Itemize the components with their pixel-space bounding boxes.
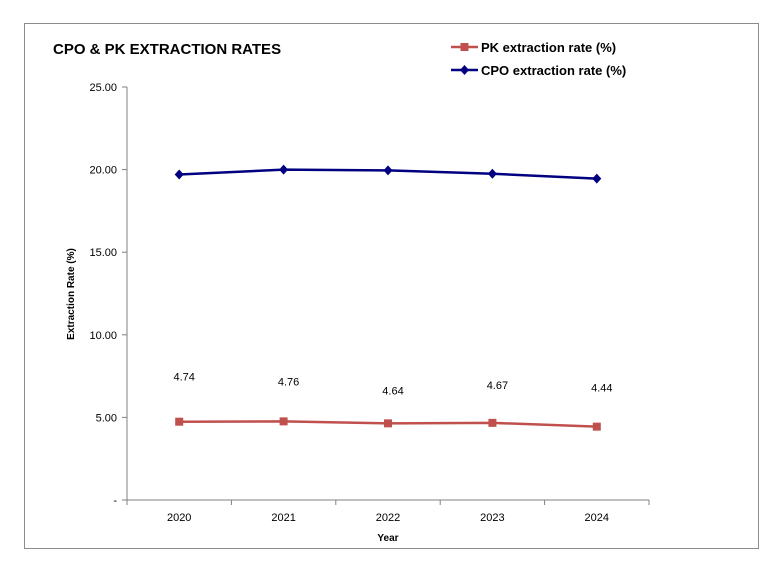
- pk-legend-marker: [460, 43, 469, 51]
- pk-data-label: 4.76: [278, 376, 299, 388]
- cpo-legend-marker: [460, 65, 469, 75]
- chart-frame: [24, 23, 759, 549]
- series-layer: [174, 164, 602, 431]
- y-tick-label: 25.00: [89, 82, 117, 94]
- cpo-data-point: [487, 168, 497, 179]
- pk-data-point: [279, 417, 288, 426]
- x-tick-label: 2023: [480, 512, 504, 524]
- pk-data-point: [592, 422, 601, 431]
- pk-data-point: [384, 419, 392, 428]
- x-axis-title: Year: [377, 533, 398, 544]
- cpo-data-point: [383, 165, 393, 176]
- pk-data-point: [488, 418, 497, 427]
- pk-data-label: 4.44: [591, 383, 612, 395]
- x-tick-label: 2021: [271, 512, 295, 524]
- x-tick-label: 2024: [585, 512, 609, 524]
- cpo-data-point: [592, 173, 602, 184]
- y-tick-label: -: [113, 495, 117, 507]
- y-axis-title: Extraction Rate (%): [66, 248, 77, 340]
- y-tick-label: 10.00: [89, 330, 117, 342]
- pk-data-point: [175, 417, 184, 426]
- x-axis-ticks: 2020 2021 2022 2023 2024: [126, 500, 650, 524]
- y-tick-label: 20.00: [89, 165, 117, 177]
- x-tick-label: 2022: [376, 512, 400, 524]
- axes: [126, 87, 649, 501]
- cpo-data-point: [279, 164, 289, 175]
- chart-title: CPO & PK EXTRACTION RATES: [53, 41, 281, 58]
- y-tick-label: 5.00: [96, 412, 117, 424]
- pk-data-label: 4.64: [382, 385, 403, 397]
- y-tick-label: 15.00: [89, 247, 117, 259]
- y-axis-ticks: - 5.00 10.00 15.00 20.00 25.00: [89, 82, 127, 507]
- pk-legend-label: PK extraction rate (%): [481, 40, 616, 55]
- pk-data-label: 4.67: [487, 380, 508, 392]
- cpo-legend-label: CPO extraction rate (%): [481, 63, 626, 78]
- pk-data-label: 4.74: [173, 372, 194, 384]
- legend: PK extraction rate (%) CPO extraction rat…: [451, 40, 626, 78]
- data-labels: 4.74 4.76 4.64 4.67 4.44: [173, 372, 612, 398]
- x-tick-label: 2020: [167, 512, 191, 524]
- cpo-data-point: [174, 169, 184, 180]
